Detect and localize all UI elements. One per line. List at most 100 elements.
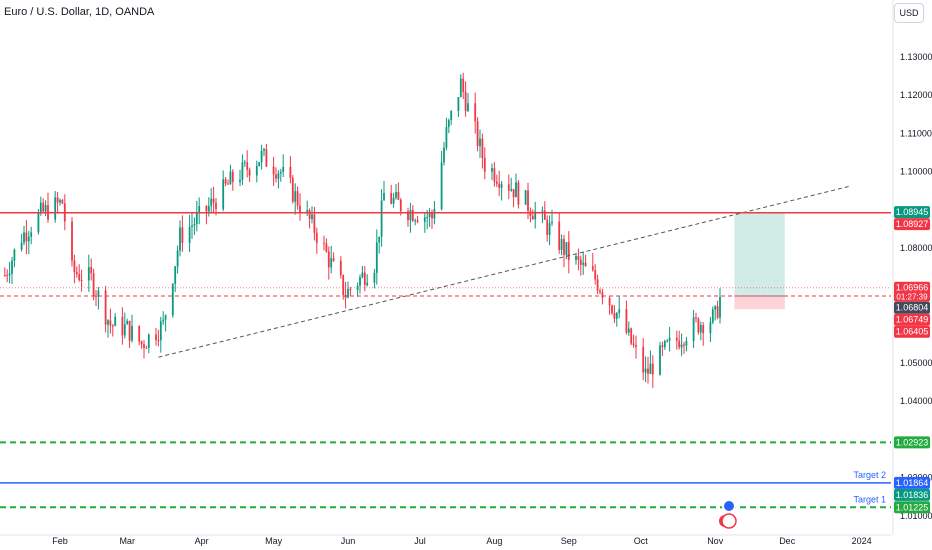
candle-body <box>198 206 201 214</box>
candle-body <box>143 344 145 348</box>
candle-body <box>534 211 537 220</box>
y-tick-label: 1.05000 <box>900 358 932 368</box>
candle-body <box>644 368 647 373</box>
candle-body <box>44 204 47 212</box>
y-tick-label: 1.01000 <box>900 511 932 521</box>
candle-body <box>80 280 83 282</box>
candle-body <box>651 363 654 375</box>
candle-body <box>327 251 330 268</box>
candle-body <box>445 127 448 148</box>
candle-body <box>155 334 157 341</box>
candle-body <box>375 242 378 273</box>
candle-body <box>635 345 637 347</box>
candle-body <box>524 190 527 205</box>
candle-body <box>325 243 328 252</box>
candle-body <box>361 272 364 278</box>
candle-body <box>702 325 705 334</box>
candle-body <box>579 259 582 265</box>
candle-body <box>279 171 282 174</box>
candle-body <box>128 320 131 341</box>
candle-body <box>390 193 393 204</box>
y-tick-label: 1.10000 <box>900 167 932 177</box>
candle-body <box>313 214 316 233</box>
candle-body <box>663 340 666 348</box>
candle-body <box>714 306 717 310</box>
candle-body <box>695 317 697 319</box>
long-position-profit-zone <box>734 212 785 297</box>
candle-body <box>330 258 333 268</box>
candle-body <box>615 312 618 319</box>
candle-body <box>558 221 561 250</box>
candle-body <box>709 322 712 334</box>
candle-body <box>495 181 498 184</box>
candle-body <box>291 177 294 202</box>
candle-body <box>37 212 40 233</box>
candles-group <box>3 72 721 388</box>
price-axis-label-text: 1.01225 <box>896 502 929 512</box>
candle-body <box>260 150 263 163</box>
candle-body <box>162 319 165 322</box>
x-tick-label: Feb <box>52 536 68 546</box>
candle-body <box>188 227 191 244</box>
x-tick-label: Apr <box>195 536 209 546</box>
candle-body <box>591 266 594 271</box>
candle-body <box>39 202 42 213</box>
candle-body <box>479 138 481 147</box>
candle-body <box>699 325 702 333</box>
candle-body <box>157 340 160 342</box>
candle-body <box>618 309 621 313</box>
x-tick-label: Sep <box>561 536 577 546</box>
candle-body <box>71 221 73 261</box>
candle-body <box>73 260 76 273</box>
candle-body <box>601 292 604 298</box>
price-axis-label <box>894 436 930 449</box>
candle-body <box>551 221 553 224</box>
candle-body <box>661 345 664 348</box>
candle-body <box>229 171 232 185</box>
candle-body <box>683 344 685 346</box>
x-tick-label: Nov <box>707 536 724 546</box>
candle-body <box>613 312 616 319</box>
candle-body <box>541 210 544 212</box>
candle-body <box>409 209 412 221</box>
candle-body <box>565 242 568 255</box>
candle-body <box>111 325 114 327</box>
candle-body <box>692 317 695 342</box>
candle-body <box>224 179 227 184</box>
candle-body <box>13 249 16 261</box>
candle-body <box>642 346 645 373</box>
candle-body <box>126 320 129 325</box>
candle-body <box>399 199 402 212</box>
candle-body <box>459 78 462 98</box>
candle-body <box>457 97 460 112</box>
currency-button[interactable]: USD <box>894 3 924 23</box>
candle-body <box>443 147 445 163</box>
candle-body <box>527 190 529 211</box>
price-axis-label <box>894 218 930 231</box>
candle-body <box>195 213 198 225</box>
candle-body <box>584 262 587 267</box>
candle-body <box>145 347 148 349</box>
x-tick-label: Mar <box>119 536 135 546</box>
candle-body <box>140 341 143 345</box>
candle-body <box>181 227 184 244</box>
candle-body <box>411 209 414 221</box>
price-axis-label <box>894 313 930 326</box>
candle-body <box>716 306 719 318</box>
candle-body <box>97 290 100 297</box>
candle-body <box>517 182 520 205</box>
candle-body <box>414 220 417 222</box>
candle-body <box>164 315 167 320</box>
candle-body <box>476 121 479 147</box>
candle-body <box>500 184 503 188</box>
candle-body <box>546 219 549 235</box>
candle-body <box>543 210 546 220</box>
candle-body <box>380 200 383 237</box>
candle-body <box>241 162 244 180</box>
candle-body <box>114 316 117 326</box>
candle-body <box>347 288 349 298</box>
candle-body <box>366 282 369 286</box>
symbol-title: Euro / U.S. Dollar, 1D, OANDA <box>4 6 155 18</box>
x-tick-label: Jul <box>414 536 426 546</box>
